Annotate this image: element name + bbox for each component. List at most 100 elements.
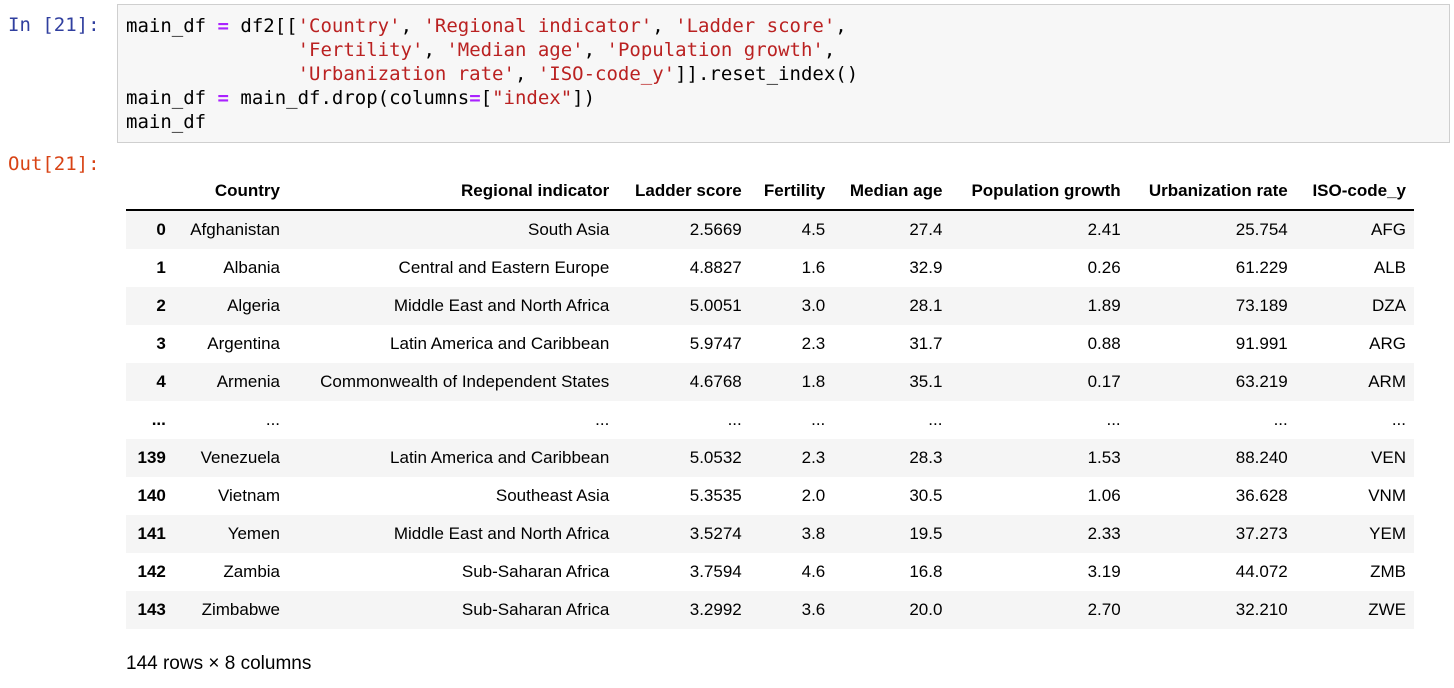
table-cell: Sub-Saharan Africa [461,562,610,581]
table-cell: 4.6768 [689,372,742,391]
row-index: 139 [137,448,166,467]
table-cell: 5.3535 [689,486,742,505]
dataframe-table: Country Regional indicator Ladder score … [126,172,1414,629]
table-cell: 63.219 [1235,372,1288,391]
table-cell: ... [928,410,943,429]
table-cell: ... [1106,410,1121,429]
table-cell: 3.6 [801,600,826,619]
table-row: 142 Zambia Sub-Saharan Africa 3.7594 4.6 16.8… [126,553,1414,591]
table-cell: 19.5 [909,524,943,543]
row-index: 3 [156,334,166,353]
table-cell: Southeast Asia [495,486,610,505]
table-cell: 20.0 [909,600,943,619]
row-index: 1 [156,258,166,277]
column-header: Country [173,172,289,211]
table-cell: ARG [1369,334,1406,353]
table-cell: Middle East and North Africa [393,524,610,543]
table-cell: 1.6 [801,258,826,277]
table-cell: Afghanistan [190,220,281,239]
table-row: 4 Armenia Commonwealth of Independent Stat… [126,363,1414,401]
table-cell: AFG [1371,220,1406,239]
table-row: ........................... [126,401,1414,439]
table-row: 0 Afghanistan South Asia 2.5669 4.5 27.4 2.41 2… [126,210,1414,249]
column-header: Median age [833,172,951,211]
table-cell: Armenia [216,372,281,391]
table-cell: 25.754 [1235,220,1288,239]
table-row: 141 Yemen Middle East and North Africa 3.52… [126,515,1414,553]
table-cell: Commonwealth of Independent States [320,372,610,391]
table-cell: Yemen [227,524,281,543]
column-header: Ladder score [617,172,750,211]
table-cell: 44.072 [1235,562,1288,581]
table-cell: 2.0 [801,486,826,505]
table-cell: 32.9 [909,258,943,277]
table-cell: YEM [1369,524,1406,543]
table-row: 140 Vietnam Southeast Asia 5.3535 2.0 30.5 1.0… [126,477,1414,515]
table-cell: 3.2992 [689,600,742,619]
table-cell: DZA [1372,296,1406,315]
table-row: 1 Albania Central and Eastern Europe 4.8827… [126,249,1414,287]
table-cell: 2.41 [1087,220,1121,239]
table-cell: 1.8 [801,372,826,391]
table-cell: 3.8 [801,524,826,543]
column-header: Fertility [749,172,834,211]
table-row: 139 Venezuela Latin America and Caribbean 5… [126,439,1414,477]
output-prompt: Out[21]: [8,153,100,175]
table-cell: 0.17 [1087,372,1121,391]
row-index: 2 [156,296,166,315]
row-index: 143 [137,600,166,619]
table-cell: Venezuela [200,448,281,467]
table-cell: 31.7 [909,334,943,353]
table-cell: 5.9747 [689,334,742,353]
table-cell: 2.5669 [689,220,742,239]
table-row: 143 Zimbabwe Sub-Saharan Africa 3.2992 3.6 20… [126,591,1414,629]
code-cell-input[interactable]: main_df = df2[['Country', 'Regional indi… [117,4,1450,143]
table-cell: 73.189 [1235,296,1288,315]
table-cell: ... [1391,410,1406,429]
column-header: Urbanization rate [1128,172,1296,211]
table-cell: 1.89 [1087,296,1121,315]
table-cell: 4.5 [801,220,826,239]
table-cell: 0.26 [1087,258,1121,277]
table-cell: 27.4 [909,220,943,239]
row-index: 140 [137,486,166,505]
table-cell: 3.19 [1087,562,1121,581]
table-cell: Zimbabwe [201,600,281,619]
table-cell: 3.5274 [689,524,742,543]
table-cell: 2.3 [801,448,826,467]
column-header: ISO-code_y [1295,172,1414,211]
table-cell: Sub-Saharan Africa [461,600,610,619]
table-cell: 1.06 [1087,486,1121,505]
table-cell: 2.33 [1087,524,1121,543]
table-cell: 30.5 [909,486,943,505]
table-cell: 4.6 [801,562,826,581]
table-cell: ZMB [1370,562,1406,581]
table-cell: 0.88 [1087,334,1121,353]
table-cell: 4.8827 [689,258,742,277]
table-cell: 2.3 [801,334,826,353]
table-cell: Algeria [227,296,281,315]
table-cell: ARM [1368,372,1406,391]
table-cell: Vietnam [217,486,281,505]
table-header-row: Country Regional indicator Ladder score … [126,172,1414,211]
table-cell: VNM [1368,486,1406,505]
table-cell: 5.0051 [689,296,742,315]
table-cell: 5.0532 [689,448,742,467]
table-cell: ZWE [1368,600,1406,619]
table-cell: 16.8 [909,562,943,581]
table-cell: Central and Eastern Europe [398,258,610,277]
table-cell: South Asia [528,220,610,239]
row-index: 4 [156,372,166,391]
column-header: Regional indicator [288,172,618,211]
table-cell: 28.1 [909,296,943,315]
code-editor[interactable]: main_df = df2[['Country', 'Regional indi… [126,15,859,133]
table-cell: 37.273 [1235,524,1288,543]
table-cell: ... [727,410,742,429]
table-cell: 32.210 [1235,600,1288,619]
row-index: 0 [156,220,166,239]
table-cell: Latin America and Caribbean [390,334,610,353]
table-row: 2 Algeria Middle East and North Africa 5.00… [126,287,1414,325]
table-cell: 2.70 [1087,600,1121,619]
table-cell: Albania [223,258,281,277]
table-body: 0 Afghanistan South Asia 2.5669 4.5 27.4 2.41 2… [126,210,1414,629]
